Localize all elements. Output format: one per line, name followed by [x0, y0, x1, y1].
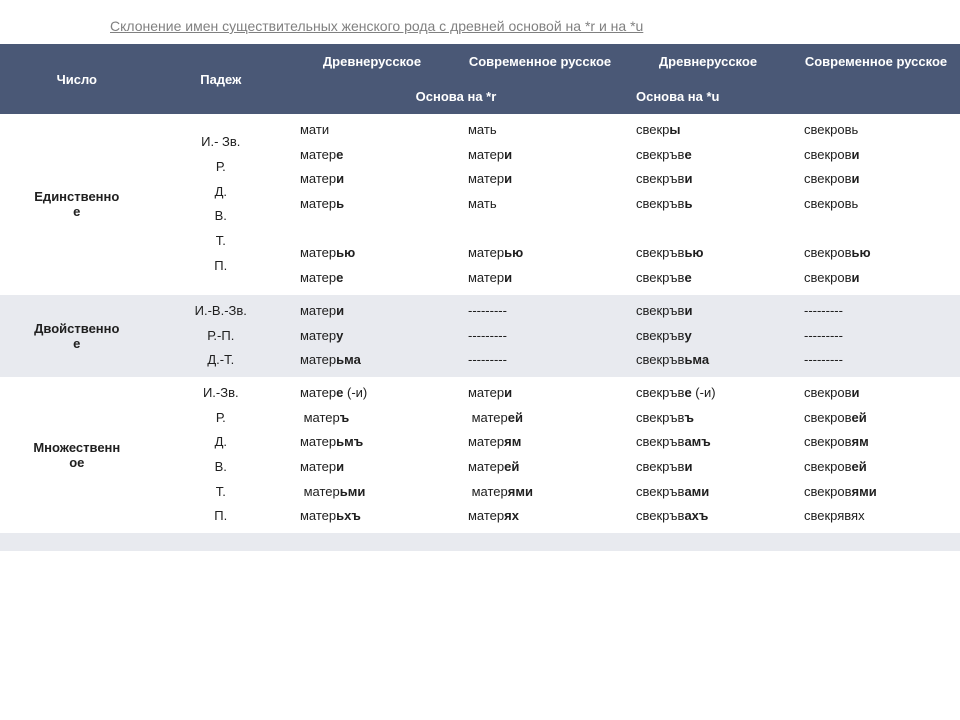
- forms-cell: матьматериматериматьматерьюматери: [456, 114, 624, 295]
- forms-cell: свекрысвекръвесвекръвисвекръвьсвекръвьюс…: [624, 114, 792, 295]
- forms-cell: свекровисвекровейсвекровямсвекровейсвекр…: [792, 377, 960, 533]
- forms-cell: свекръве (-и)свекръвъсвекръвамъсвекръвис…: [624, 377, 792, 533]
- forms-cell: ---------------------------: [792, 295, 960, 377]
- forms-cell: свекръвисвекръвусвекръвьма: [624, 295, 792, 377]
- table-row: [0, 533, 960, 551]
- header-old-russian-1: Древнерусское: [288, 44, 456, 79]
- forms-cell: матере (-и) матеръматерьмъматери матерьм…: [288, 377, 456, 533]
- header-modern-russian-2: Современное русское: [792, 44, 960, 79]
- forms-cell: матери матерейматерямматерей матерямимат…: [456, 377, 624, 533]
- header-old-russian-2: Древнерусское: [624, 44, 792, 79]
- number-dual: Двойственное: [0, 295, 154, 377]
- table-row: Единственное И.- Зв.Р.Д.В.Т.П. матиматер…: [0, 114, 960, 295]
- header-row-1: Число Падеж Древнерусское Современное ру…: [0, 44, 960, 79]
- page-title: Склонение имен существительных женского …: [0, 0, 960, 44]
- cases-singular: И.- Зв.Р.Д.В.Т.П.: [154, 114, 288, 295]
- forms-cell: матиматерематериматерьматерьюматере: [288, 114, 456, 295]
- forms-cell: свекровьсвекровисвекровисвекровьсвекровь…: [792, 114, 960, 295]
- cases-plural: И.-Зв.Р.Д.В.Т.П.: [154, 377, 288, 533]
- header-case: Падеж: [154, 44, 288, 114]
- number-singular: Единственное: [0, 114, 154, 295]
- forms-cell: материматеруматерьма: [288, 295, 456, 377]
- table-row: Двойственное И.-В.-Зв.Р.-П.Д.-Т. материм…: [0, 295, 960, 377]
- table-row: Множественное И.-Зв.Р.Д.В.Т.П. матере (-…: [0, 377, 960, 533]
- number-plural: Множественное: [0, 377, 154, 533]
- stem-r-label: Основа на *r: [416, 89, 497, 104]
- header-modern-russian-1: Современное русское: [456, 44, 624, 79]
- cases-dual: И.-В.-Зв.Р.-П.Д.-Т.: [154, 295, 288, 377]
- stem-u-label: Основа на *u: [636, 89, 720, 104]
- declension-table: Число Падеж Древнерусское Современное ру…: [0, 44, 960, 551]
- header-number: Число: [0, 44, 154, 114]
- forms-cell: ---------------------------: [456, 295, 624, 377]
